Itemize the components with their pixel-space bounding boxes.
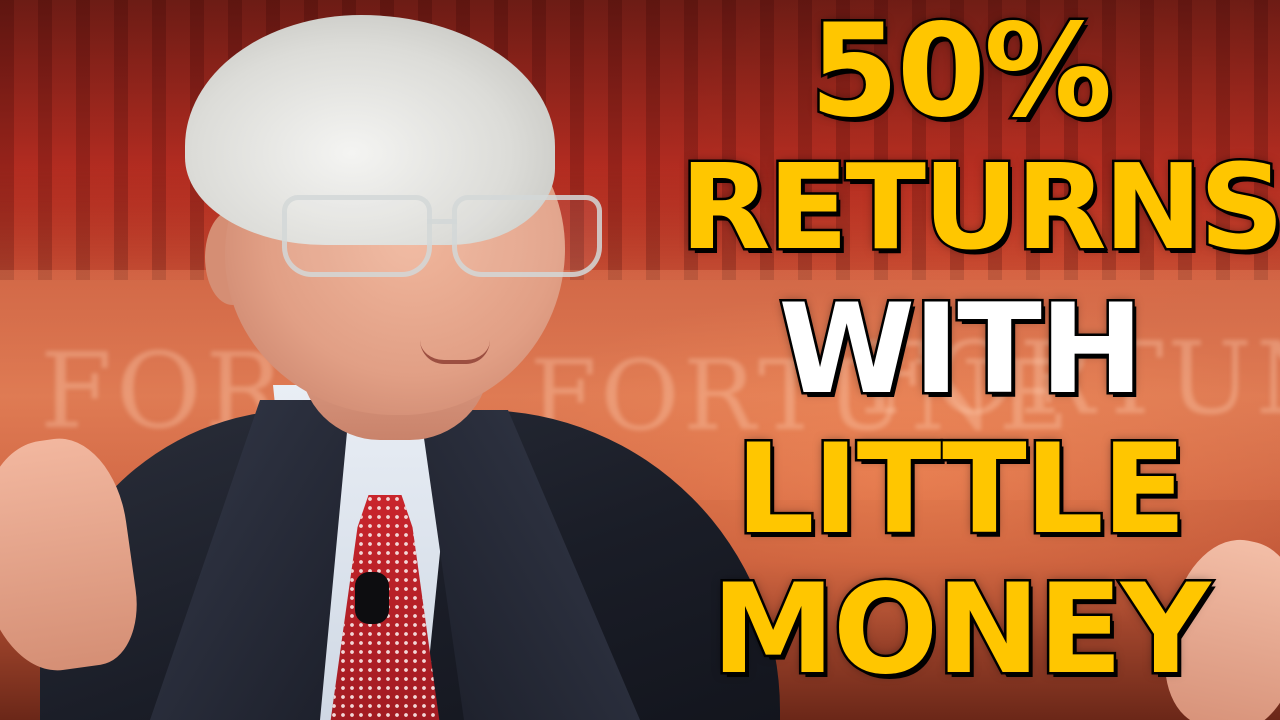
lapel-microphone-icon: [355, 572, 389, 624]
white-hair: [185, 15, 555, 245]
headline-text: 50% RETURNS WITH LITTLE MONEY: [678, 0, 1280, 708]
speaker-figure: [0, 15, 780, 720]
headline-line-5: MONEY: [709, 558, 1213, 702]
headline-line-2: RETURNS: [678, 138, 1280, 276]
headline-line-4: LITTLE: [733, 418, 1189, 562]
eyeglasses: [282, 195, 602, 277]
right-lens: [452, 195, 602, 277]
left-hand: [0, 430, 146, 680]
headline-line-3: WITH: [776, 278, 1146, 422]
backdrop-sign-3: FORTUN: [860, 320, 1280, 437]
glasses-bridge: [427, 219, 457, 224]
mouth: [420, 340, 490, 364]
backdrop-sign-2: FORTUNE: [530, 340, 1073, 452]
left-lens: [282, 195, 432, 277]
headline-line-1: 50%: [807, 0, 1114, 146]
